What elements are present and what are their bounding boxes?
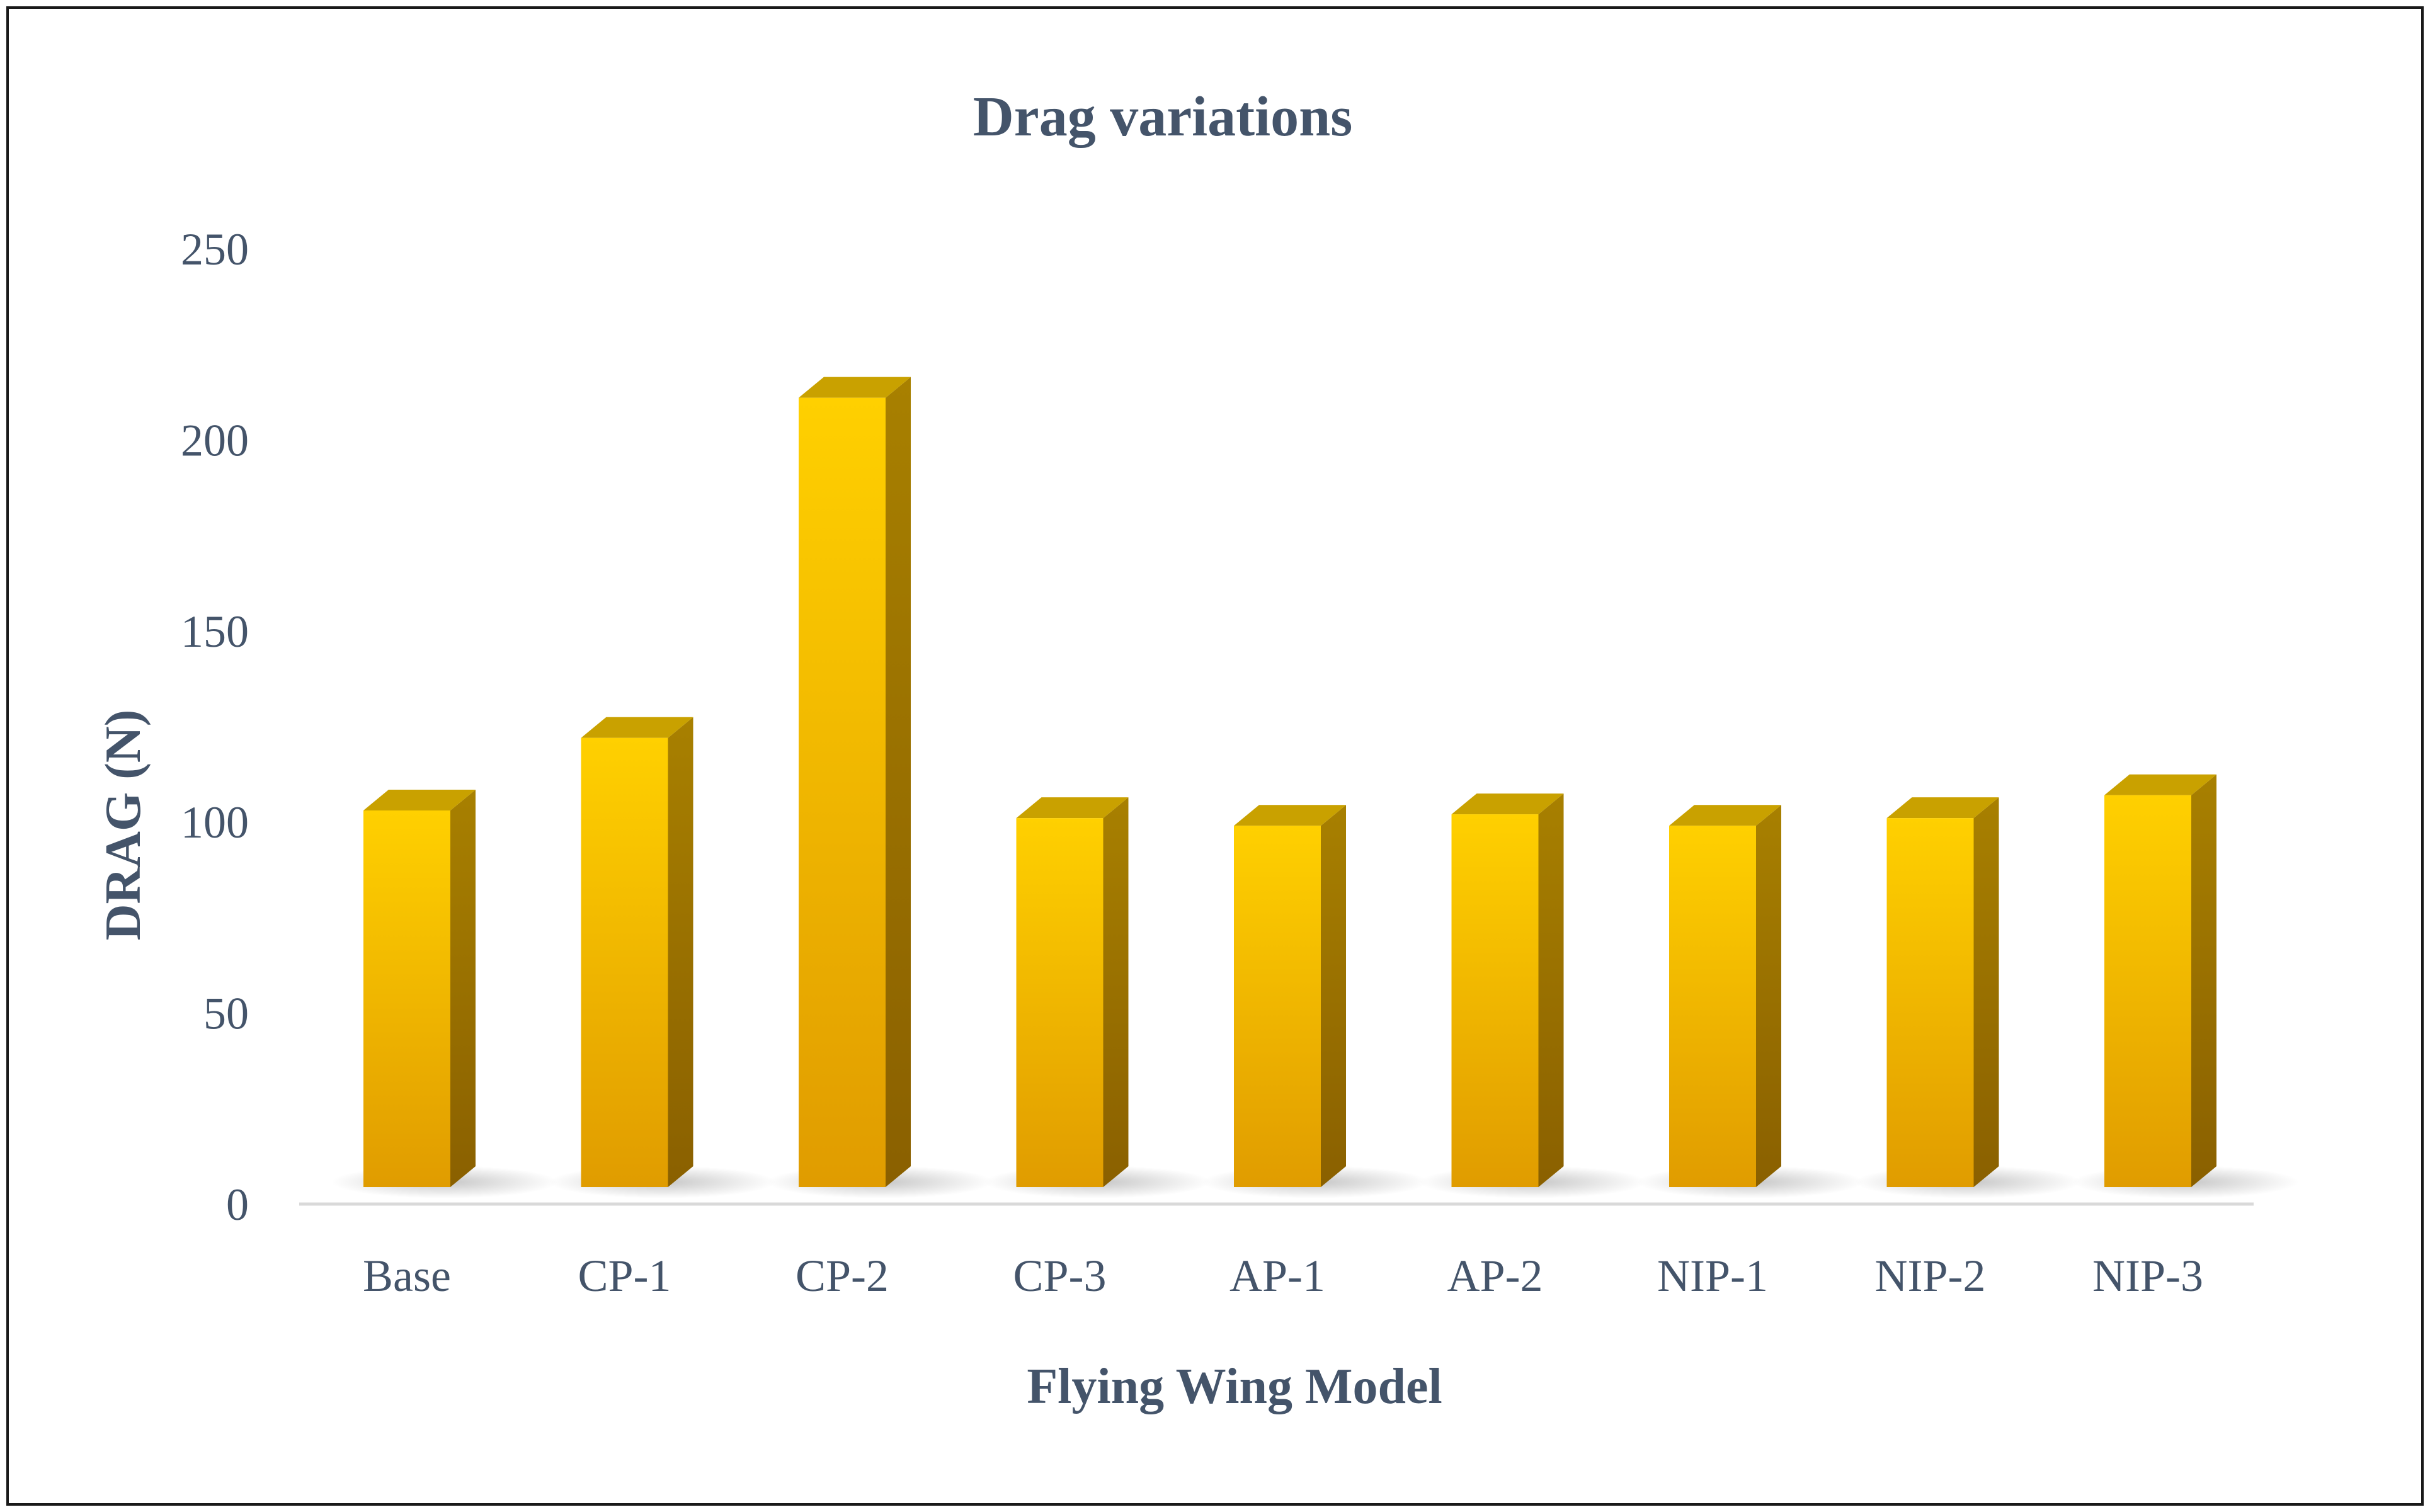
- bar-side: [886, 377, 911, 1187]
- bar-top: [2104, 774, 2216, 795]
- bars: [363, 377, 2216, 1187]
- bar-top: [1016, 797, 1129, 819]
- x-tick-label: NIP-1: [1657, 1251, 1768, 1301]
- bar-front: [363, 810, 450, 1187]
- y-tick-label: 250: [181, 224, 249, 275]
- x-tick-label: AP-1: [1229, 1251, 1325, 1301]
- x-tick-label: CP-1: [578, 1251, 671, 1301]
- x-tick-label: NIP-2: [1875, 1251, 1986, 1301]
- bar-top: [799, 377, 911, 398]
- bar-top: [363, 789, 476, 810]
- bar-side: [1538, 793, 1564, 1187]
- bar-top: [1669, 805, 1781, 826]
- y-axis-title: DRAG (N): [96, 710, 151, 941]
- bar: [2104, 774, 2216, 1187]
- y-axis: 0 50 100 150 200 250: [181, 224, 249, 1230]
- x-axis-title: Flying Wing Model: [1027, 1359, 1442, 1414]
- bar-front: [1451, 814, 1539, 1187]
- bar-top: [1451, 793, 1564, 815]
- y-tick-label: 150: [181, 606, 249, 657]
- bar-side: [668, 717, 693, 1187]
- bar-side: [1973, 797, 1999, 1187]
- y-tick-label: 200: [181, 415, 249, 465]
- bar: [1886, 797, 1999, 1187]
- bar-side: [1321, 805, 1346, 1187]
- bar-top: [581, 717, 693, 738]
- y-tick-label: 50: [203, 989, 249, 1039]
- bar-side: [2191, 774, 2216, 1187]
- bar-front: [1886, 818, 1974, 1187]
- x-tick-label: AP-2: [1447, 1251, 1543, 1301]
- x-tick-label: CP-2: [796, 1251, 889, 1301]
- x-tick-label: CP-3: [1013, 1251, 1106, 1301]
- bar-front: [1016, 818, 1104, 1187]
- bar: [799, 377, 911, 1187]
- bar-front: [1234, 826, 1321, 1187]
- bar: [1669, 805, 1781, 1187]
- y-tick-label: 100: [181, 797, 249, 848]
- x-axis-labels: Base CP-1 CP-2 CP-3 AP-1 AP-2 NIP-1 NIP-2 NIP-3: [363, 1251, 2203, 1301]
- chart-title: Drag variations: [973, 86, 1352, 148]
- bar: [581, 717, 693, 1187]
- x-tick-label: Base: [363, 1251, 451, 1301]
- bar: [1016, 797, 1129, 1187]
- bar: [363, 789, 476, 1187]
- chart-frame: [6, 6, 2424, 1506]
- bar-front: [2104, 795, 2191, 1187]
- bar-side: [1756, 805, 1781, 1187]
- bar-front: [799, 397, 886, 1187]
- bar-front: [1669, 826, 1756, 1187]
- bar-front: [581, 737, 668, 1187]
- bar-side: [1103, 797, 1129, 1187]
- bar-side: [450, 789, 476, 1187]
- bar: [1234, 805, 1346, 1187]
- y-tick-label: 0: [226, 1179, 249, 1230]
- x-tick-label: NIP-3: [2092, 1251, 2203, 1301]
- bar: [1451, 793, 1564, 1187]
- bar-top: [1234, 805, 1346, 826]
- bar-top: [1886, 797, 1999, 819]
